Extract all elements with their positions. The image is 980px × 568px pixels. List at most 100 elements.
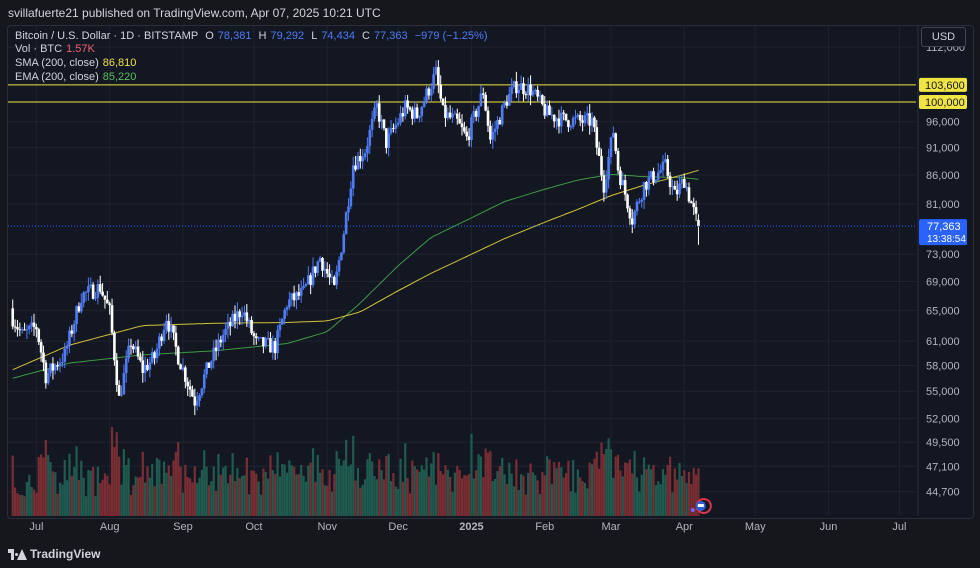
volume-bar <box>479 456 483 516</box>
candle-body <box>354 165 357 170</box>
sma-legend[interactable]: SMA (200, close) 86,810 <box>15 57 140 69</box>
volume-bar <box>229 474 232 516</box>
candle-body <box>647 177 651 190</box>
volume-bar <box>30 486 33 516</box>
candle-body <box>366 145 369 154</box>
volume-bar <box>188 478 192 516</box>
candle-body <box>380 119 383 122</box>
candle-body <box>32 322 36 328</box>
volume-bar <box>536 480 539 516</box>
volume-bar <box>333 474 336 516</box>
candle-body <box>68 330 71 347</box>
candle-body <box>221 334 225 343</box>
candle-body <box>413 107 417 119</box>
close-readout: C 77,363 <box>362 30 408 42</box>
volume-bar <box>193 466 196 516</box>
candle-body <box>557 118 561 127</box>
volume-bar <box>96 466 99 516</box>
volume-bar <box>255 473 258 516</box>
candle-body <box>243 312 246 316</box>
volume-bar <box>605 448 608 516</box>
change-value: −979 (−1.25%) <box>414 30 488 42</box>
chart-pane[interactable] <box>7 25 974 519</box>
currency-button[interactable]: USD <box>921 27 966 47</box>
time-tick-label: Apr <box>676 521 693 533</box>
candle-body <box>444 104 447 119</box>
volume-bar <box>614 456 617 516</box>
candle-body <box>16 327 19 330</box>
candle-body <box>335 271 338 285</box>
volume-bar <box>148 477 151 516</box>
candle-body <box>160 336 163 341</box>
candle-body <box>555 118 558 122</box>
volume-bar <box>441 474 445 516</box>
candle-body <box>609 137 613 157</box>
candle-body <box>200 388 204 396</box>
candle-body <box>316 261 320 273</box>
ema-label: EMA (200, close) <box>15 71 99 83</box>
volume-bar <box>184 464 187 516</box>
volume-bar <box>212 466 215 516</box>
candle-body <box>373 107 376 119</box>
candle-body <box>385 128 388 149</box>
volume-bar <box>217 454 220 516</box>
candle-body <box>505 102 509 106</box>
volume-bar <box>32 489 36 516</box>
candle-body <box>25 329 29 331</box>
candle-body <box>652 171 655 183</box>
volume-bar <box>207 485 211 516</box>
volume-bar <box>579 477 582 516</box>
candle-body <box>415 107 419 118</box>
candle-body <box>628 208 632 219</box>
volume-bar <box>510 473 513 516</box>
candle-body <box>524 94 528 96</box>
price-tick-label: 96,000 <box>926 117 960 129</box>
volume-bar <box>621 476 624 516</box>
candle-body <box>323 268 327 271</box>
volume-bar <box>590 464 594 516</box>
tradingview-footer[interactable]: TradingView <box>8 545 100 563</box>
volume-bar <box>316 454 319 516</box>
volume-value: 1.57K <box>66 43 95 55</box>
candle-body <box>264 338 268 347</box>
volume-bar <box>664 474 667 516</box>
candle-body <box>191 389 194 397</box>
volume-bar <box>624 462 627 516</box>
volume-bar <box>680 476 684 516</box>
candle-body <box>96 284 100 298</box>
candle-body <box>687 187 691 202</box>
volume-bar <box>345 439 348 516</box>
price-tick-label: 47,100 <box>926 461 960 473</box>
candle-body <box>195 400 199 406</box>
volume-bar <box>437 453 440 516</box>
ema-legend[interactable]: EMA (200, close) 85,220 <box>15 71 140 83</box>
volume-bar <box>432 452 435 516</box>
candle-body <box>75 306 78 324</box>
candle-body <box>143 365 147 373</box>
candle-body <box>507 93 511 106</box>
volume-bar <box>248 494 251 516</box>
volume-bar <box>430 463 433 516</box>
candle-body <box>659 170 662 173</box>
candle-body <box>254 336 258 339</box>
candle-body <box>351 165 355 189</box>
volume-legend[interactable]: Vol · BTC 1.57K <box>15 43 99 55</box>
candle-body <box>614 133 617 152</box>
volume-bar <box>49 462 52 516</box>
volume-bar <box>177 441 180 516</box>
candle-body <box>162 329 166 341</box>
candle-body <box>252 333 256 337</box>
candle-body <box>210 361 213 368</box>
low-readout: L 74,434 <box>311 30 355 42</box>
volume-bar <box>257 481 260 516</box>
volume-bar <box>122 449 125 516</box>
volume-bar <box>581 481 584 516</box>
candle-body <box>375 103 379 108</box>
high-readout: H 79,292 <box>259 30 305 42</box>
candle-body <box>597 147 601 157</box>
volume-bar <box>517 490 520 516</box>
volume-bar <box>77 480 81 516</box>
close-label: C <box>362 30 370 42</box>
